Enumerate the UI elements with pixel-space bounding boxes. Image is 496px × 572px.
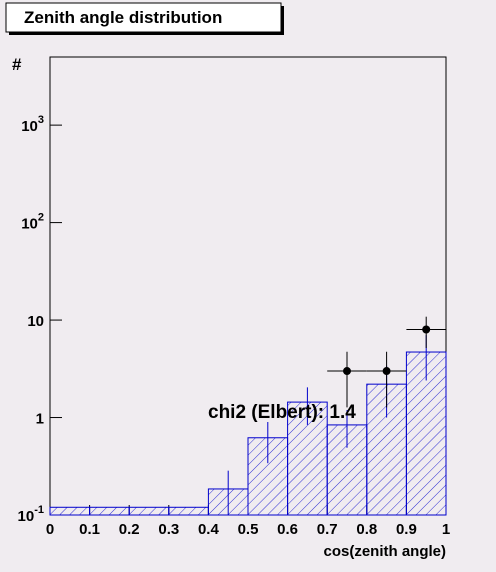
y-tick-label: 103: [21, 114, 44, 135]
histogram-bar: [128, 506, 170, 516]
x-tick-label: 0.7: [317, 521, 338, 538]
y-tick-exponent: 2: [38, 212, 44, 224]
x-tick-label: 0.4: [198, 521, 220, 538]
data-point: [422, 325, 431, 334]
x-tick-label: 0.2: [119, 521, 140, 538]
y-tick-exponent: 3: [38, 114, 44, 126]
x-axis-label: cos(zenith angle): [323, 543, 446, 560]
x-tick-label: 0.3: [158, 521, 179, 538]
x-tick-label: 0: [46, 521, 54, 538]
annotation: chi2 (Elbert): 1.4: [208, 402, 356, 423]
y-tick-exponent: -1: [34, 504, 44, 516]
title-box: [5, 2, 282, 33]
x-tick-label: 0.8: [356, 521, 377, 538]
x-tick-label: 1: [442, 521, 450, 538]
chart-title: Zenith angle distribution: [24, 8, 222, 27]
x-tick-label: 0.1: [79, 521, 100, 538]
y-tick-label: 102: [21, 212, 44, 233]
data-point: [343, 367, 351, 376]
y-axis-label: #: [12, 55, 22, 74]
data-point: [382, 367, 391, 376]
y-tick-label: 10-1: [18, 504, 44, 525]
histogram-bar: [89, 506, 130, 516]
y-tick-base: 10: [21, 118, 38, 135]
histogram-bar: [168, 506, 209, 516]
y-tick-label: 10: [27, 313, 44, 330]
y-tick-base: 10: [21, 216, 38, 233]
x-tick-label: 0.9: [396, 521, 417, 538]
y-tick-base: 10: [18, 508, 35, 525]
x-tick-label: 0.5: [238, 521, 259, 538]
histogram-bar: [49, 506, 91, 516]
x-tick-label: 0.6: [277, 521, 298, 538]
y-tick-label: 1: [36, 411, 44, 428]
